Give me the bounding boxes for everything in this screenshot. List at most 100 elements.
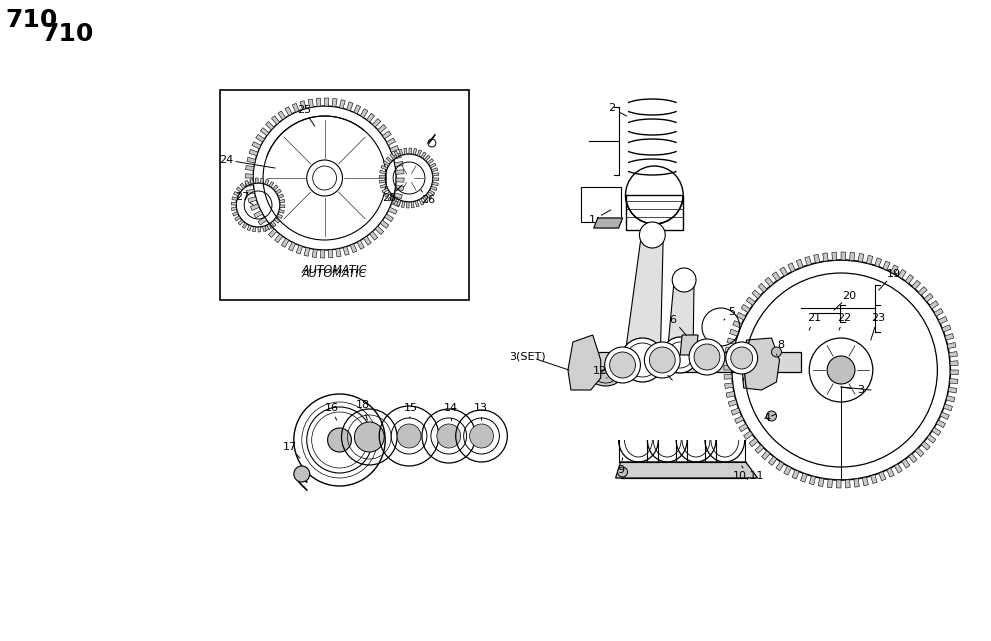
Polygon shape xyxy=(819,478,824,487)
Polygon shape xyxy=(912,280,921,289)
Text: 21: 21 xyxy=(807,313,822,323)
Polygon shape xyxy=(909,454,917,463)
Polygon shape xyxy=(275,234,282,243)
Polygon shape xyxy=(389,146,398,152)
Polygon shape xyxy=(940,412,949,419)
Text: 22: 22 xyxy=(836,313,851,323)
Polygon shape xyxy=(273,185,278,190)
Polygon shape xyxy=(765,278,773,287)
Polygon shape xyxy=(272,116,279,124)
Circle shape xyxy=(620,338,664,382)
Polygon shape xyxy=(258,227,261,232)
Polygon shape xyxy=(384,161,389,166)
Text: 24: 24 xyxy=(219,155,234,165)
Polygon shape xyxy=(431,186,437,190)
Polygon shape xyxy=(231,202,236,205)
Polygon shape xyxy=(232,197,237,201)
Text: 26: 26 xyxy=(421,195,435,205)
Polygon shape xyxy=(269,229,276,237)
Polygon shape xyxy=(252,142,261,149)
Circle shape xyxy=(355,422,385,452)
Polygon shape xyxy=(243,223,247,228)
Polygon shape xyxy=(930,301,938,309)
Circle shape xyxy=(827,356,855,384)
Polygon shape xyxy=(724,383,733,388)
Circle shape xyxy=(437,424,461,448)
Polygon shape xyxy=(935,308,943,316)
Polygon shape xyxy=(393,193,402,199)
Polygon shape xyxy=(849,253,855,261)
Polygon shape xyxy=(247,225,252,231)
Polygon shape xyxy=(417,150,421,156)
Polygon shape xyxy=(391,197,397,204)
Polygon shape xyxy=(395,185,403,190)
Polygon shape xyxy=(421,152,426,158)
Polygon shape xyxy=(232,207,237,211)
Polygon shape xyxy=(624,234,663,362)
Polygon shape xyxy=(271,221,276,227)
Polygon shape xyxy=(938,317,947,324)
Polygon shape xyxy=(680,335,698,355)
Text: AUTOMATIC: AUTOMATIC xyxy=(302,265,368,275)
Polygon shape xyxy=(858,253,864,262)
Polygon shape xyxy=(949,379,958,384)
Text: 3: 3 xyxy=(857,385,864,395)
Polygon shape xyxy=(871,474,877,483)
Polygon shape xyxy=(404,148,407,154)
Polygon shape xyxy=(726,392,734,397)
Polygon shape xyxy=(732,320,742,328)
Polygon shape xyxy=(278,194,283,198)
Polygon shape xyxy=(936,420,945,428)
Bar xyxy=(220,90,469,300)
Polygon shape xyxy=(724,356,732,362)
Polygon shape xyxy=(431,168,438,172)
Polygon shape xyxy=(784,466,792,475)
Polygon shape xyxy=(325,98,329,106)
Polygon shape xyxy=(426,194,432,199)
Polygon shape xyxy=(261,128,269,136)
Polygon shape xyxy=(927,435,936,443)
Polygon shape xyxy=(386,157,392,163)
Polygon shape xyxy=(292,103,299,112)
Polygon shape xyxy=(256,135,265,142)
Polygon shape xyxy=(265,179,269,185)
Polygon shape xyxy=(279,199,284,203)
Polygon shape xyxy=(378,124,386,133)
Text: 18: 18 xyxy=(357,400,371,410)
Text: 8: 8 xyxy=(777,340,784,350)
Polygon shape xyxy=(749,438,758,447)
Polygon shape xyxy=(253,226,256,232)
Circle shape xyxy=(617,467,627,477)
Polygon shape xyxy=(734,416,743,424)
Circle shape xyxy=(772,347,782,357)
Polygon shape xyxy=(761,451,770,460)
Polygon shape xyxy=(841,252,845,260)
Polygon shape xyxy=(831,252,836,260)
Circle shape xyxy=(328,428,352,452)
Polygon shape xyxy=(364,237,372,245)
Polygon shape xyxy=(768,456,777,465)
Circle shape xyxy=(293,466,310,482)
Polygon shape xyxy=(568,335,601,390)
Polygon shape xyxy=(430,163,436,168)
Polygon shape xyxy=(413,149,417,155)
Text: 12: 12 xyxy=(593,366,606,376)
Polygon shape xyxy=(288,242,295,251)
Polygon shape xyxy=(741,338,780,390)
Text: 6: 6 xyxy=(670,315,677,325)
Polygon shape xyxy=(401,201,405,208)
Text: 6: 6 xyxy=(658,363,665,373)
Circle shape xyxy=(644,342,680,378)
Polygon shape xyxy=(304,247,310,256)
Polygon shape xyxy=(801,473,808,482)
Polygon shape xyxy=(245,174,254,178)
Polygon shape xyxy=(354,105,361,114)
Text: 16: 16 xyxy=(325,403,339,413)
Polygon shape xyxy=(723,365,732,370)
Polygon shape xyxy=(883,261,890,270)
Polygon shape xyxy=(731,408,740,415)
Polygon shape xyxy=(866,255,873,264)
Polygon shape xyxy=(320,250,325,258)
Polygon shape xyxy=(385,214,393,222)
Polygon shape xyxy=(248,197,257,203)
